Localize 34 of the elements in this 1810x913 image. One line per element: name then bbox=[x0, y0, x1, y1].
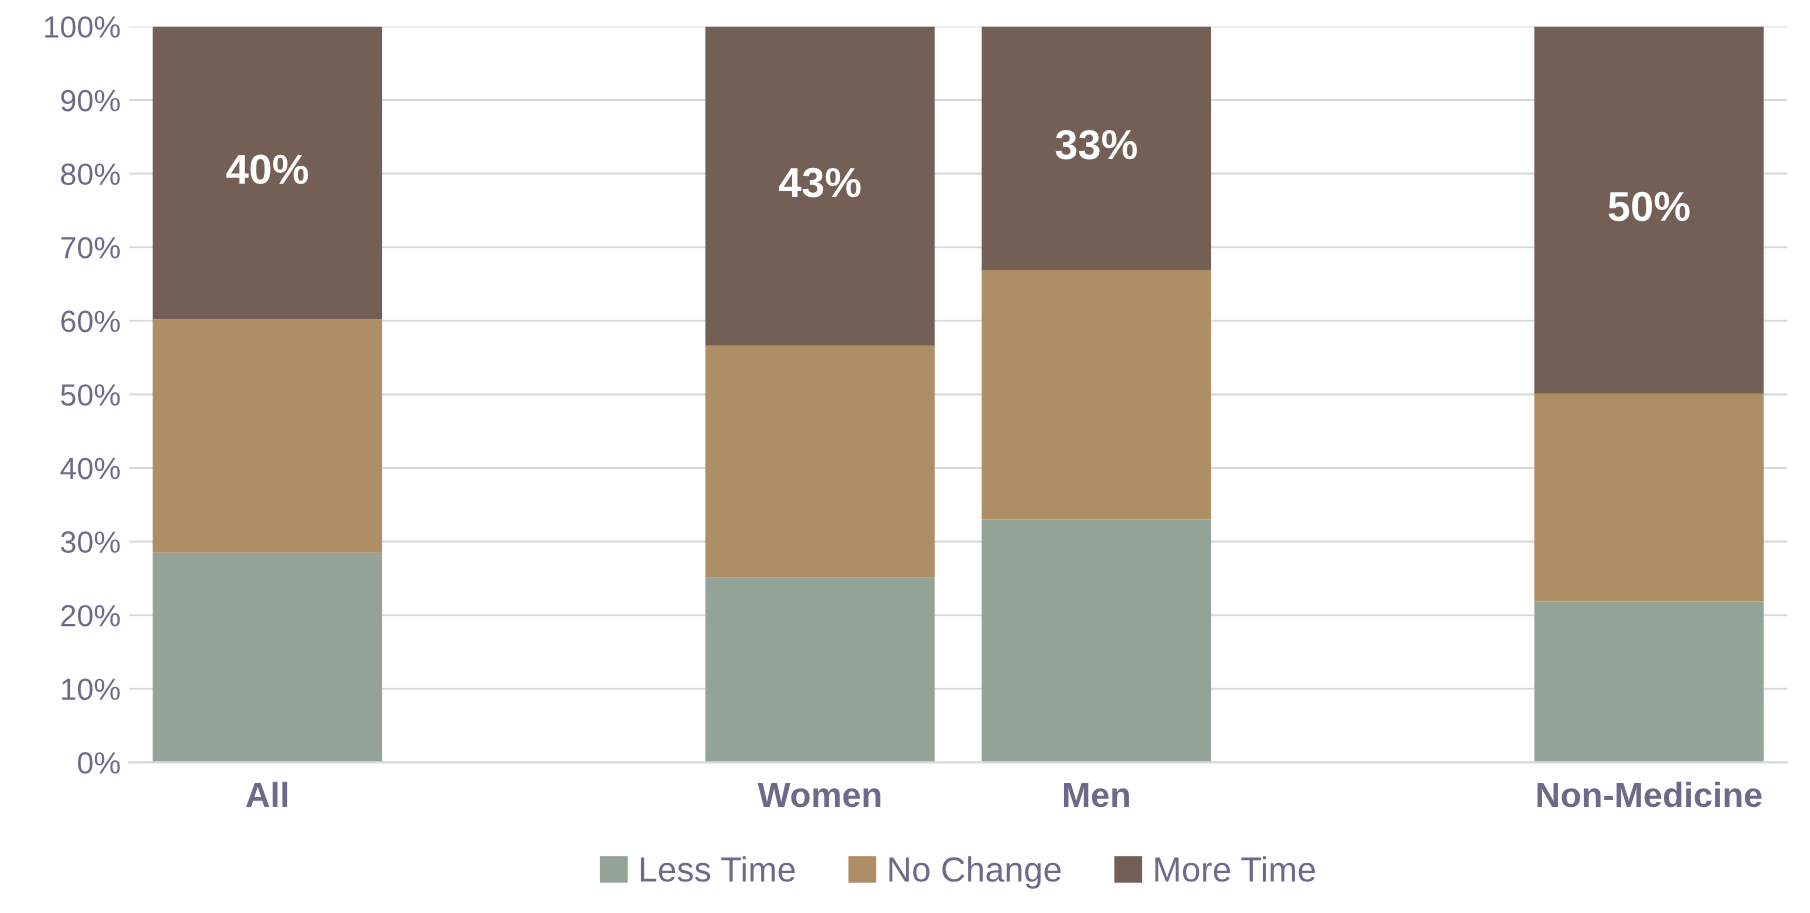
bar bbox=[152, 319, 383, 553]
x-tick-label: All bbox=[246, 781, 288, 807]
data-label: 40% bbox=[226, 154, 308, 185]
x-tick-label: Non-Medicine bbox=[1537, 781, 1762, 808]
y-tick-label: 70% bbox=[61, 236, 120, 259]
x-tick-label: Men bbox=[1063, 783, 1129, 808]
y-tick-label: 80% bbox=[61, 163, 120, 186]
bar bbox=[1534, 26, 1764, 394]
y-tick-label: 50% bbox=[60, 384, 120, 406]
data-label: 50% bbox=[1608, 191, 1690, 222]
bar bbox=[152, 26, 383, 320]
y-tick-label: 0% bbox=[77, 752, 120, 774]
data-label: 43% bbox=[778, 167, 861, 198]
bar bbox=[981, 519, 1212, 763]
y-tick-label: 10% bbox=[62, 678, 120, 701]
legend-label: More Time bbox=[1155, 856, 1315, 882]
bar bbox=[981, 270, 1212, 520]
bar bbox=[981, 26, 1212, 271]
y-tick-label: 90% bbox=[61, 89, 120, 112]
bar bbox=[1534, 601, 1764, 763]
bar bbox=[152, 552, 383, 763]
bar bbox=[705, 577, 935, 763]
bar bbox=[1534, 393, 1764, 602]
x-tick-label: Women bbox=[757, 783, 881, 808]
bar bbox=[705, 345, 935, 578]
y-tick-label: 40% bbox=[60, 457, 120, 480]
legend-label: No Change bbox=[889, 856, 1061, 889]
y-tick-label: 20% bbox=[61, 604, 120, 627]
legend-label: Less Time bbox=[640, 856, 795, 882]
y-tick-label: 100% bbox=[45, 16, 120, 38]
y-tick-label: 30% bbox=[60, 531, 120, 553]
data-label: 33% bbox=[1055, 129, 1137, 160]
y-tick-label: 60% bbox=[61, 310, 120, 333]
bar bbox=[705, 26, 935, 346]
